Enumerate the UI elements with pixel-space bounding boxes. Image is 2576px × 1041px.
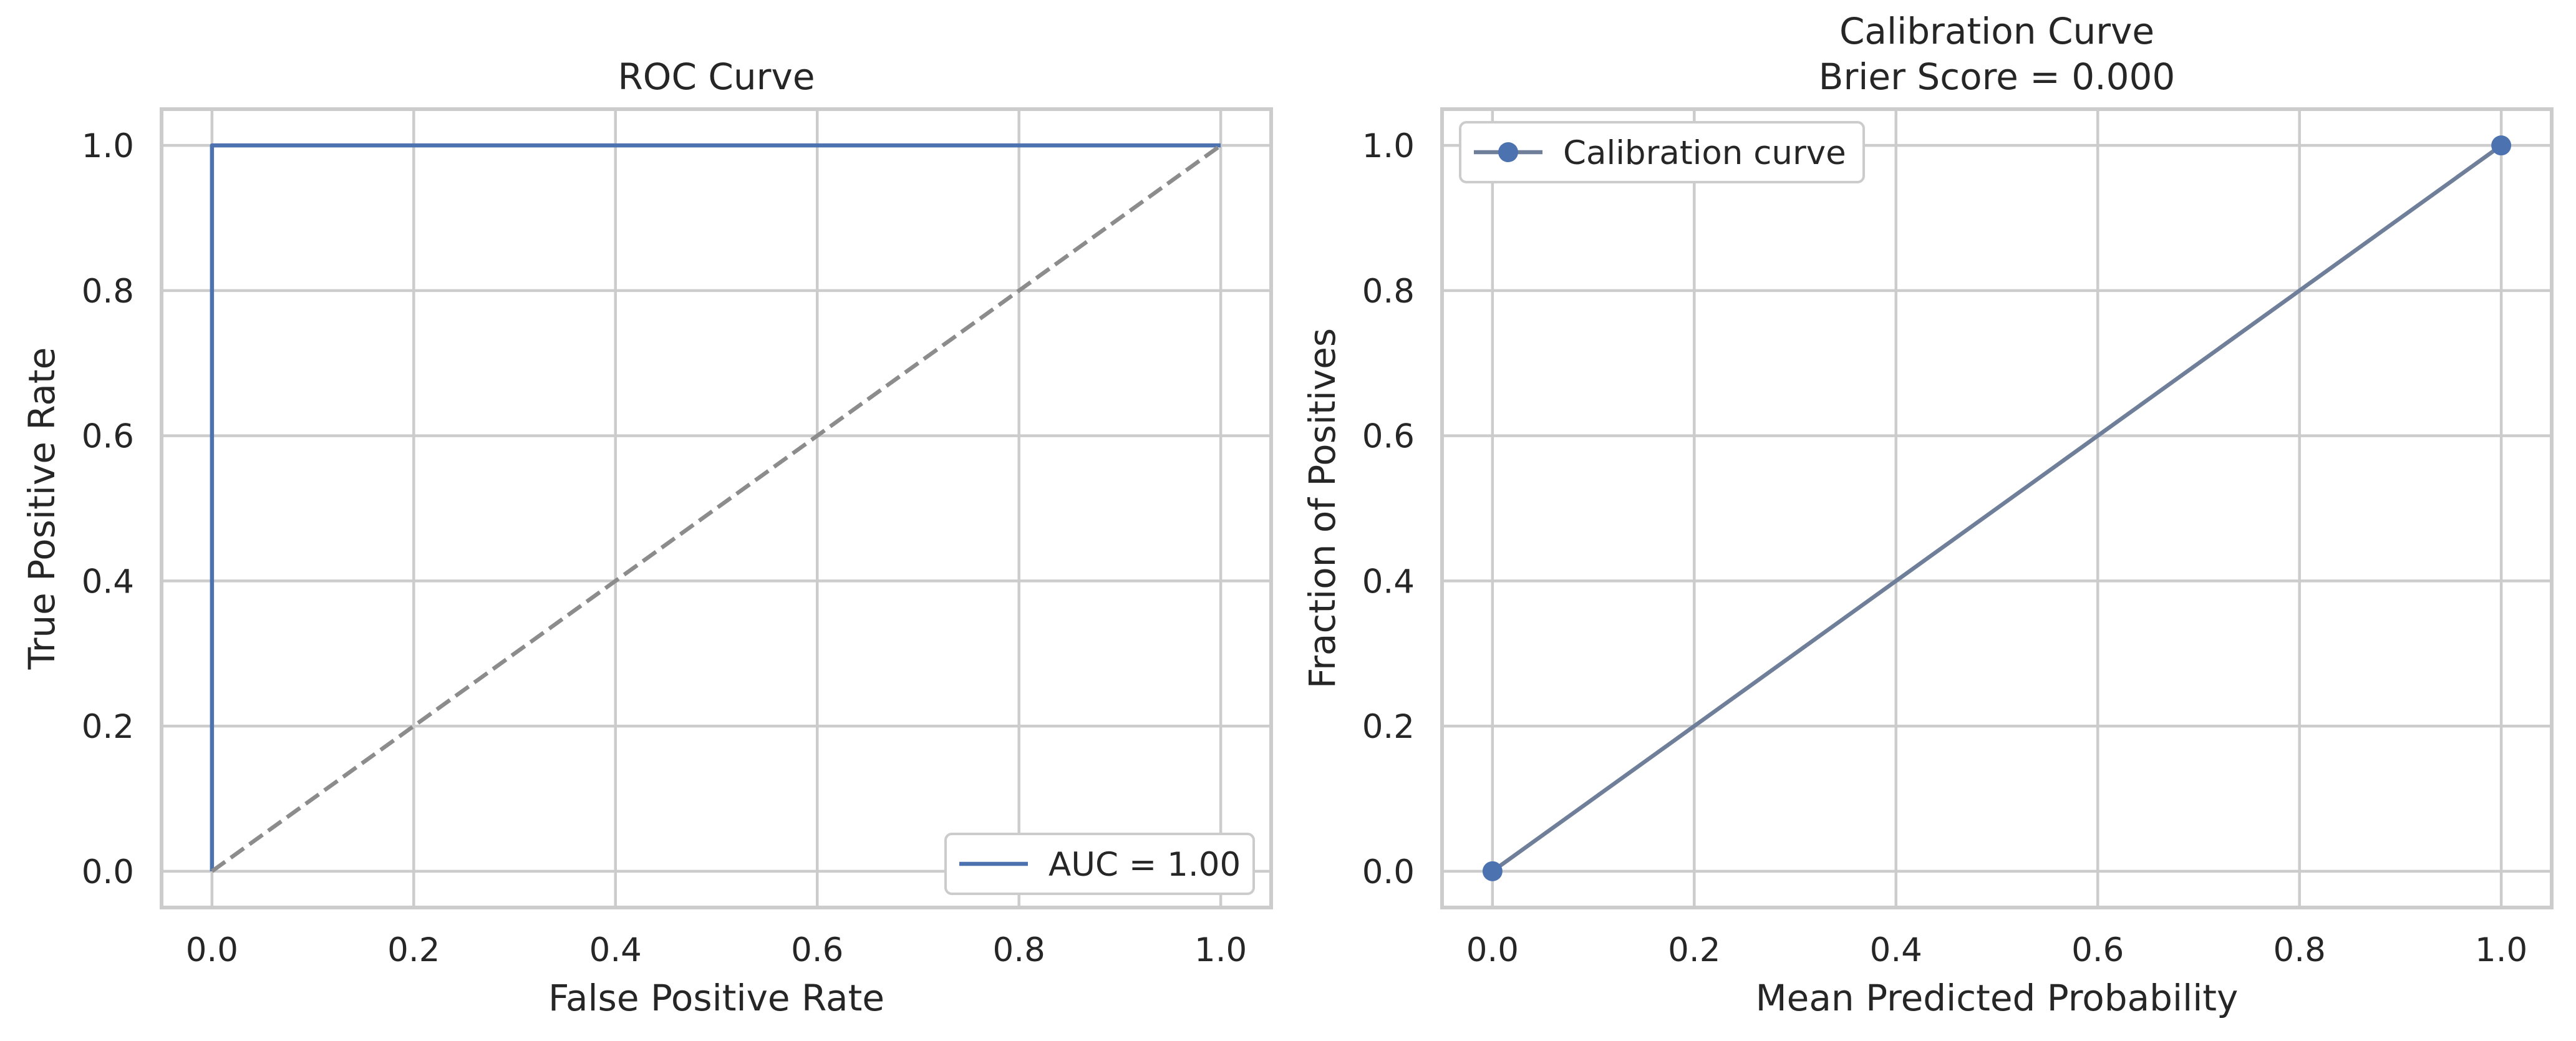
roc-legend: AUC = 1.00 [944,833,1255,895]
calibration-series-line-main [1491,143,2503,873]
roc-chart: 0.0 0.2 0.4 0.6 0.8 1.0 0.0 0.2 0.4 0.6 0.8 1.0 Fals… [21,56,1273,1019]
roc-chart-title: ROC Curve [618,56,815,98]
roc-y-tick-label: 0.0 [82,853,134,891]
calibration-legend-label: Calibration curve [1563,134,1846,172]
calibration-x-tick-label: 0.6 [2071,931,2124,969]
calibration-y-tick-label: 0.6 [1362,418,1415,456]
calibration-y-axis-label: Fraction of Positives [1301,328,1344,689]
calibration-chart: 0.0 0.2 0.4 0.6 0.8 1.0 0.0 0.2 0.4 0.6 0.8 1.0 Mean… [1301,10,2554,1019]
roc-y-tick-label: 0.6 [82,418,134,456]
roc-x-tick-label: 0.6 [791,931,843,969]
calibration-data-point [2491,135,2512,156]
roc-x-tick-label: 0.8 [993,931,1045,969]
calibration-x-axis-label: Mean Predicted Probability [1756,977,2239,1019]
roc-axes-frame [160,107,1273,909]
calibration-chart-subtitle: Brier Score = 0.000 [1819,56,2176,98]
calibration-y-tick-label: 0.2 [1362,708,1415,746]
roc-legend-box [944,833,1255,895]
roc-y-tick-label: 1.0 [82,127,134,165]
roc-series-line-main [210,143,1221,871]
roc-x-tick-label: 0.2 [387,931,440,969]
calibration-x-tick-label: 0.4 [1870,931,1922,969]
calibration-legend: Calibration curve [1459,121,1865,183]
roc-y-tick-label: 0.4 [82,563,134,601]
roc-y-tick-label: 0.2 [82,708,134,746]
roc-x-tick-label: 0.4 [589,931,642,969]
calibration-x-tick-label: 0.0 [1466,931,1519,969]
roc-x-axis-label: False Positive Rate [548,977,884,1019]
roc-series-line-chance [210,143,1223,873]
roc-x-tick-label: 0.0 [186,931,238,969]
calibration-legend-box [1459,121,1865,183]
calibration-x-tick-label: 1.0 [2475,931,2527,969]
roc-legend-label: AUC = 1.00 [1048,846,1241,884]
calibration-chart-title: Calibration Curve [1839,10,2154,52]
calibration-x-tick-label: 0.8 [2273,931,2326,969]
calibration-data-point [1482,861,1503,881]
calibration-x-tick-label: 0.2 [1668,931,1720,969]
calibration-y-tick-label: 0.4 [1362,563,1415,601]
calibration-y-tick-label: 1.0 [1362,127,1415,165]
calibration-y-tick-label: 0.8 [1362,273,1415,311]
calibration-axes-frame [1440,107,2554,909]
roc-y-tick-label: 0.8 [82,273,134,311]
calibration-legend-marker [1498,142,1518,162]
calibration-y-tick-label: 0.0 [1362,853,1415,891]
roc-y-axis-label: True Positive Rate [21,347,63,671]
roc-x-tick-label: 1.0 [1194,931,1247,969]
